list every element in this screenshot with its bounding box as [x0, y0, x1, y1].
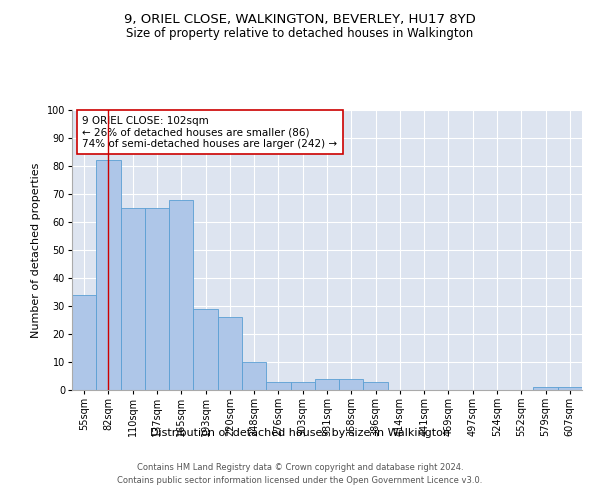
Y-axis label: Number of detached properties: Number of detached properties: [31, 162, 41, 338]
Bar: [558, 387, 582, 390]
Text: Distribution of detached houses by size in Walkington: Distribution of detached houses by size …: [150, 428, 450, 438]
Bar: [121, 208, 145, 390]
Bar: [96, 160, 121, 390]
Bar: [145, 208, 169, 390]
Bar: [218, 317, 242, 390]
Text: Size of property relative to detached houses in Walkington: Size of property relative to detached ho…: [127, 28, 473, 40]
Bar: [364, 382, 388, 390]
Bar: [266, 382, 290, 390]
Bar: [290, 382, 315, 390]
Bar: [339, 379, 364, 390]
Bar: [72, 295, 96, 390]
Text: Contains HM Land Registry data © Crown copyright and database right 2024.
Contai: Contains HM Land Registry data © Crown c…: [118, 464, 482, 485]
Bar: [315, 379, 339, 390]
Text: 9, ORIEL CLOSE, WALKINGTON, BEVERLEY, HU17 8YD: 9, ORIEL CLOSE, WALKINGTON, BEVERLEY, HU…: [124, 12, 476, 26]
Bar: [169, 200, 193, 390]
Bar: [242, 362, 266, 390]
Bar: [533, 387, 558, 390]
Text: 9 ORIEL CLOSE: 102sqm
← 26% of detached houses are smaller (86)
74% of semi-deta: 9 ORIEL CLOSE: 102sqm ← 26% of detached …: [82, 116, 337, 149]
Bar: [193, 309, 218, 390]
